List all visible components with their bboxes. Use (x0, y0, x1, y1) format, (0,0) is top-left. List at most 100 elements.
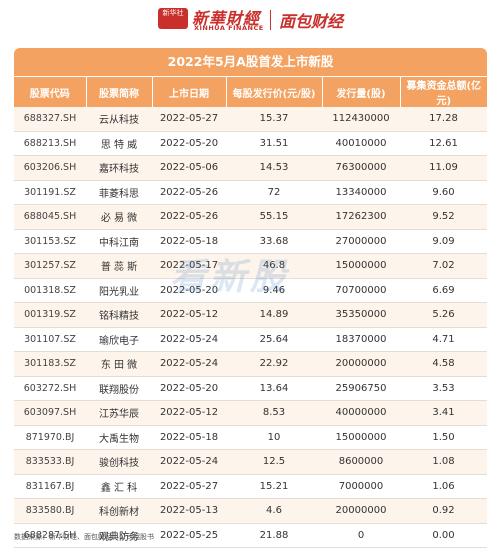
cell-code: 833580.BJ (14, 498, 86, 524)
table-row: 301107.SZ 瑜欣电子 2022-05-24 25.64 18370000 4.71 (14, 327, 487, 352)
table-header-row: 股票代码 股票简称 上市日期 每股发行价(元/股) 发行量(股) 募集资金总额(… (14, 76, 487, 107)
table-row: 603272.SH 联翔股份 2022-05-20 13.64 25906750 3.53 (14, 376, 487, 401)
table-row: 688045.SH 必 易 微 2022-05-26 55.15 17262300 9.5… (14, 204, 487, 230)
cell-volume: 70700000 (322, 278, 400, 303)
cell-code: 688213.SH (14, 131, 86, 156)
cell-price: 14.89 (226, 302, 322, 328)
cell-code: 301191.SZ (14, 180, 86, 205)
cell-date: 2022-05-27 (152, 474, 226, 499)
cell-date: 2022-05-06 (152, 155, 226, 181)
cell-name: 东 田 微 (86, 351, 152, 377)
cell-date: 2022-05-12 (152, 302, 226, 328)
cell-raised: 7.02 (400, 253, 487, 279)
cell-raised: 3.53 (400, 376, 487, 401)
cell-date: 2022-05-20 (152, 376, 226, 401)
cell-date: 2022-05-12 (152, 400, 226, 426)
cell-raised: 4.71 (400, 327, 487, 352)
cell-date: 2022-05-20 (152, 131, 226, 156)
cell-raised: 9.52 (400, 204, 487, 230)
cell-raised: 12.61 (400, 131, 487, 156)
cell-name: 阳光乳业 (86, 278, 152, 303)
cell-raised: 0.00 (400, 523, 487, 548)
cell-price: 33.68 (226, 229, 322, 254)
cell-name: 铭科精技 (86, 302, 152, 328)
cell-date: 2022-05-27 (152, 107, 226, 132)
cell-name: 大禹生物 (86, 425, 152, 450)
table-row: 688213.SH 思 特 威 2022-05-20 31.51 40010000 12.… (14, 131, 487, 156)
cell-name: 嘉环科技 (86, 155, 152, 181)
cell-code: 301153.SZ (14, 229, 86, 254)
cell-code: 001319.SZ (14, 302, 86, 328)
cell-volume: 15000000 (322, 425, 400, 450)
cell-code: 301257.SZ (14, 253, 86, 279)
cell-name: 骏创科技 (86, 449, 152, 475)
cell-code: 688045.SH (14, 204, 86, 230)
col-header-code: 股票代码 (14, 76, 86, 107)
partner-logo: 面包财经 (279, 12, 344, 31)
cell-volume: 18370000 (322, 327, 400, 352)
cell-price: 22.92 (226, 351, 322, 377)
ipo-table: 股票代码 股票简称 上市日期 每股发行价(元/股) 发行量(股) 募集资金总额(… (14, 76, 487, 548)
table-row: 833580.BJ 科创新材 2022-05-13 4.6 20000000 0.92 (14, 498, 487, 524)
table-row: 688287.SH 观典防务 2022-05-25 21.88 0 0.00 (14, 523, 487, 548)
cell-name: 联翔股份 (86, 376, 152, 401)
cell-volume: 20000000 (322, 498, 400, 524)
cell-name: 江苏华辰 (86, 400, 152, 426)
cell-price: 14.53 (226, 155, 322, 181)
cell-code: 301107.SZ (14, 327, 86, 352)
ipo-table-container: 2022年5月A股首发上市新股 股票代码 股票简称 上市日期 每股发行价(元/股… (14, 48, 487, 548)
cell-volume: 15000000 (322, 253, 400, 279)
cell-raised: 1.50 (400, 425, 487, 450)
cell-volume: 112430000 (322, 107, 400, 132)
cell-date: 2022-05-25 (152, 523, 226, 548)
table-row: 688327.SH 云从科技 2022-05-27 15.37 112430000 17.… (14, 107, 487, 132)
header: 新华社 新華財經 XINHUA FINANCE 面包财经 (0, 0, 500, 40)
cell-volume: 35350000 (322, 302, 400, 328)
cell-raised: 9.09 (400, 229, 487, 254)
cell-raised: 0.92 (400, 498, 487, 524)
cell-name: 云从科技 (86, 107, 152, 132)
source-note: 数据来源：新华财经、面包财经，公司招股书 (14, 533, 154, 541)
cell-price: 9.46 (226, 278, 322, 303)
cell-volume: 27000000 (322, 229, 400, 254)
cell-price: 31.51 (226, 131, 322, 156)
cell-price: 25.64 (226, 327, 322, 352)
cell-name: 观典防务 (86, 523, 152, 548)
table-row: 301153.SZ 中科江南 2022-05-18 33.68 27000000 9.09 (14, 229, 487, 254)
col-header-price: 每股发行价(元/股) (225, 76, 322, 107)
table-row: 301183.SZ 东 田 微 2022-05-24 22.92 20000000 4.5… (14, 351, 487, 377)
table-row: 871970.BJ 大禹生物 2022-05-18 10 15000000 1.50 (14, 425, 487, 450)
cell-date: 2022-05-26 (152, 180, 226, 205)
cell-code: 831167.BJ (14, 474, 86, 499)
cell-raised: 3.41 (400, 400, 487, 426)
cell-volume: 20000000 (322, 351, 400, 377)
table-row: 603097.SH 江苏华辰 2022-05-12 8.53 40000000 3.41 (14, 400, 487, 426)
cell-code: 301183.SZ (14, 351, 86, 377)
table-row: 301257.SZ 普 蕊 斯 2022-05-17 46.8 15000000 7.02 (14, 253, 487, 279)
cell-code: 603206.SH (14, 155, 86, 181)
cell-date: 2022-05-13 (152, 498, 226, 524)
cell-name: 瑜欣电子 (86, 327, 152, 352)
cell-volume: 7000000 (322, 474, 400, 499)
cell-code: 833533.BJ (14, 449, 86, 475)
table-body: 688327.SH 云从科技 2022-05-27 15.37 112430000 17.… (14, 107, 487, 548)
cell-volume: 0 (322, 523, 400, 548)
col-header-name: 股票简称 (85, 76, 152, 107)
cell-volume: 8600000 (322, 449, 400, 475)
cell-date: 2022-05-26 (152, 204, 226, 230)
cell-price: 12.5 (226, 449, 322, 475)
cell-price: 13.64 (226, 376, 322, 401)
cell-code: 688327.SH (14, 107, 86, 132)
cell-code: 603272.SH (14, 376, 86, 401)
cell-raised: 1.08 (400, 449, 487, 475)
xinhua-logo: 新华社 (158, 8, 188, 29)
cell-code: 001318.SZ (14, 278, 86, 303)
table-row: 833533.BJ 骏创科技 2022-05-24 12.5 8600000 1.08 (14, 449, 487, 475)
cell-name: 科创新材 (86, 498, 152, 524)
cell-date: 2022-05-24 (152, 327, 226, 352)
cell-price: 4.6 (226, 498, 322, 524)
table-row: 001319.SZ 铭科精技 2022-05-12 14.89 35350000 5.26 (14, 302, 487, 328)
cell-volume: 13340000 (322, 180, 400, 205)
cell-raised: 17.28 (400, 107, 487, 132)
cell-code: 603097.SH (14, 400, 86, 426)
